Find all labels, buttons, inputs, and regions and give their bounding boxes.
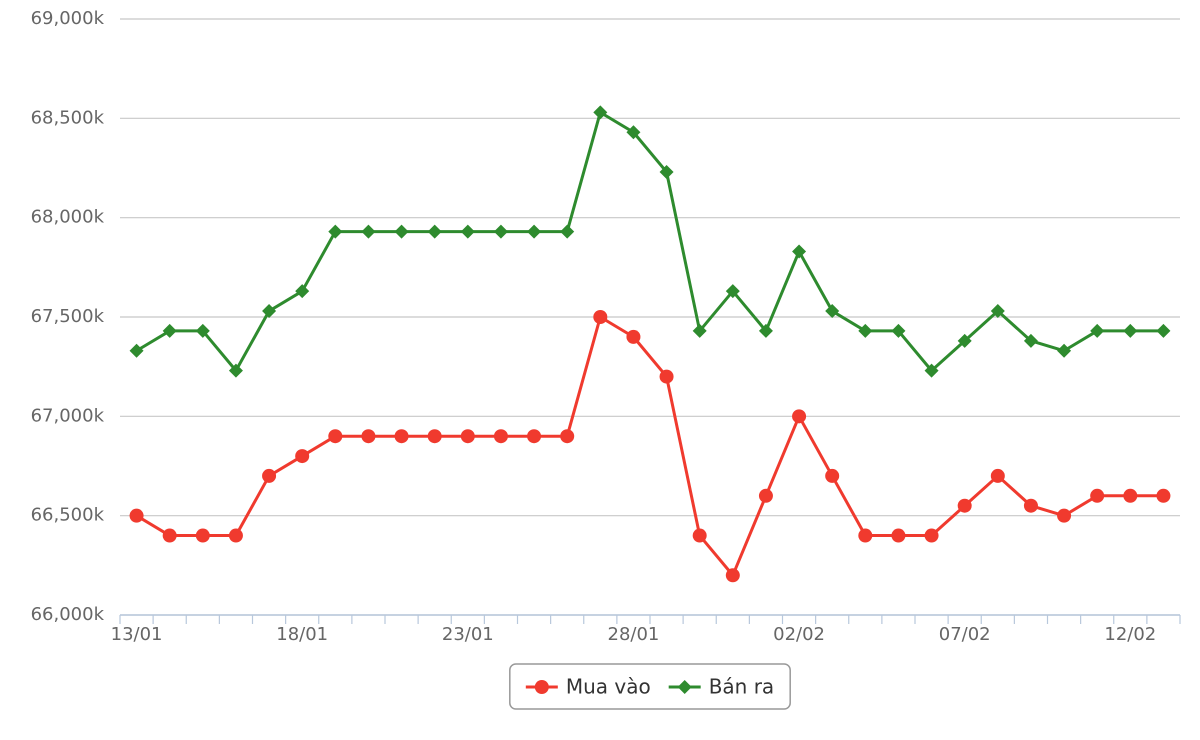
point: [427, 224, 442, 239]
series-line: [135, 315, 1164, 577]
point: [228, 528, 243, 543]
point: [858, 323, 873, 338]
point: [228, 363, 243, 378]
x-tick-label: 18/01: [276, 624, 328, 645]
point: [328, 224, 343, 239]
point: [891, 528, 906, 543]
point: [394, 224, 409, 239]
point: [527, 429, 542, 444]
point: [990, 468, 1005, 483]
y-tick-label: 67,500k: [31, 306, 105, 327]
point: [394, 429, 409, 444]
point: [328, 429, 343, 444]
point: [825, 468, 840, 483]
y-tick-label: 66,000k: [31, 604, 105, 625]
legend-item: Mua vào: [525, 675, 651, 699]
point: [527, 224, 542, 239]
point: [162, 323, 177, 338]
point: [593, 310, 608, 324]
point: [493, 224, 508, 239]
x-tick-label: 13/01: [111, 624, 163, 645]
point: [1123, 488, 1138, 503]
point: [593, 105, 608, 120]
point: [825, 304, 840, 319]
point: [560, 224, 575, 239]
point: [858, 528, 873, 543]
point: [493, 429, 508, 444]
point: [990, 304, 1005, 319]
point: [361, 429, 376, 444]
point: [692, 323, 707, 338]
point: [692, 528, 707, 543]
x-tick-label: 02/02: [773, 624, 825, 645]
point: [427, 429, 442, 444]
point: [262, 304, 277, 319]
point: [460, 429, 475, 444]
series-line: [135, 110, 1164, 373]
point: [626, 125, 641, 140]
legend-label: Bán ra: [709, 675, 775, 699]
point: [1057, 508, 1072, 523]
grid: 66,000k 66,500k 67,000k 67,500k 68,000k 68,50…: [31, 8, 1181, 645]
point: [560, 429, 575, 444]
point: [534, 680, 549, 694]
point: [1023, 333, 1038, 348]
point: [891, 323, 906, 338]
y-tick-label: 68,000k: [31, 207, 105, 228]
point: [924, 363, 939, 378]
point: [725, 568, 740, 583]
y-tick-label: 69,000k: [31, 8, 105, 29]
point: [1057, 343, 1072, 358]
point: [1123, 323, 1138, 338]
point: [361, 224, 376, 239]
point: [758, 323, 773, 338]
y-tick-label: 66,500k: [31, 505, 105, 526]
legend: Mua vào Bán ra: [509, 663, 791, 710]
legend-box: [509, 663, 791, 710]
point: [626, 329, 641, 344]
point: [129, 343, 144, 358]
x-tick-label: 07/02: [939, 624, 991, 645]
point: [792, 409, 807, 424]
point: [195, 323, 210, 338]
point: [460, 224, 475, 239]
point: [1023, 498, 1038, 513]
point: [1090, 323, 1105, 338]
y-tick-label: 68,500k: [31, 107, 105, 128]
legend-item: Bán ra: [668, 675, 775, 699]
point: [659, 164, 674, 179]
point: [659, 369, 674, 384]
point: [162, 528, 177, 543]
point: [792, 244, 807, 259]
point: [295, 284, 310, 299]
point: [262, 468, 277, 483]
point: [957, 498, 972, 513]
point: [1156, 323, 1171, 338]
legend-label: Mua vào: [566, 675, 651, 699]
x-tick-label: 12/02: [1104, 624, 1156, 645]
point: [129, 508, 144, 523]
point: [295, 449, 310, 464]
x-tick-label: 23/01: [442, 624, 494, 645]
point: [1156, 488, 1171, 503]
point: [924, 528, 939, 543]
point: [725, 284, 740, 299]
point: [195, 528, 210, 543]
point: [677, 680, 692, 694]
plot: [129, 105, 1171, 583]
x-tick-label: 28/01: [608, 624, 660, 645]
point: [758, 488, 773, 503]
point: [1090, 488, 1105, 503]
point: [957, 333, 972, 348]
y-tick-label: 67,000k: [31, 405, 105, 426]
